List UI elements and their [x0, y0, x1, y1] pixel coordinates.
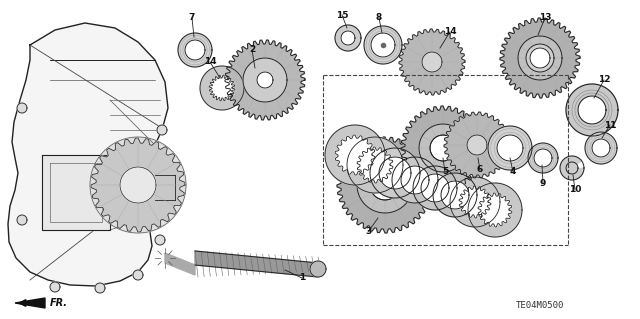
Text: 2: 2 [249, 46, 255, 55]
Polygon shape [243, 58, 287, 102]
Text: 4: 4 [510, 167, 516, 176]
Polygon shape [42, 155, 110, 230]
Polygon shape [195, 251, 318, 277]
Polygon shape [534, 149, 552, 167]
Polygon shape [444, 112, 510, 178]
Text: 13: 13 [539, 13, 551, 23]
Text: 6: 6 [477, 166, 483, 174]
Text: FR.: FR. [50, 298, 68, 308]
Circle shape [133, 270, 143, 280]
Polygon shape [530, 48, 550, 68]
Polygon shape [585, 132, 617, 164]
Polygon shape [528, 143, 558, 173]
Polygon shape [209, 75, 235, 101]
Polygon shape [577, 161, 586, 167]
Polygon shape [8, 23, 168, 286]
Text: 14: 14 [204, 57, 216, 66]
Polygon shape [421, 174, 449, 202]
Polygon shape [488, 126, 532, 170]
Text: 15: 15 [336, 11, 348, 19]
Text: 11: 11 [604, 121, 616, 130]
Text: 7: 7 [189, 13, 195, 23]
Polygon shape [413, 166, 457, 210]
Polygon shape [370, 148, 420, 198]
Polygon shape [310, 261, 326, 277]
Circle shape [50, 282, 60, 292]
Text: 1: 1 [299, 273, 305, 283]
Polygon shape [257, 72, 273, 88]
Polygon shape [370, 170, 400, 200]
Circle shape [157, 125, 167, 135]
Polygon shape [341, 31, 355, 45]
Polygon shape [467, 135, 487, 155]
Polygon shape [430, 135, 456, 161]
Polygon shape [200, 66, 244, 110]
Polygon shape [357, 157, 413, 213]
Text: 3: 3 [365, 227, 371, 236]
Polygon shape [526, 44, 554, 72]
Text: 12: 12 [598, 76, 611, 85]
Polygon shape [401, 166, 429, 194]
Polygon shape [478, 193, 512, 227]
Polygon shape [459, 186, 491, 218]
Text: TE04M0500: TE04M0500 [516, 301, 564, 310]
Polygon shape [155, 175, 175, 200]
Text: 8: 8 [376, 13, 382, 23]
Polygon shape [468, 183, 522, 237]
Circle shape [17, 215, 27, 225]
Text: 9: 9 [540, 179, 546, 188]
Polygon shape [379, 157, 411, 189]
Polygon shape [518, 36, 562, 80]
Polygon shape [371, 33, 395, 57]
Polygon shape [364, 26, 402, 64]
Polygon shape [185, 40, 205, 60]
Polygon shape [335, 25, 361, 51]
Circle shape [95, 283, 105, 293]
Polygon shape [392, 157, 438, 203]
Polygon shape [433, 173, 477, 217]
Polygon shape [401, 106, 485, 190]
Polygon shape [419, 124, 467, 172]
Polygon shape [500, 18, 580, 98]
Polygon shape [441, 181, 469, 209]
Polygon shape [15, 298, 45, 308]
Text: 10: 10 [569, 186, 581, 195]
Polygon shape [578, 96, 606, 124]
Polygon shape [566, 84, 618, 136]
Polygon shape [178, 33, 212, 67]
Circle shape [17, 103, 27, 113]
Polygon shape [90, 137, 186, 233]
Polygon shape [91, 138, 185, 232]
Polygon shape [225, 40, 305, 120]
Polygon shape [335, 135, 375, 175]
Polygon shape [325, 125, 385, 185]
Polygon shape [497, 135, 523, 161]
Polygon shape [422, 52, 442, 72]
Text: 14: 14 [444, 27, 456, 36]
Polygon shape [253, 68, 277, 92]
Polygon shape [357, 147, 393, 183]
Polygon shape [337, 137, 433, 233]
Polygon shape [370, 170, 400, 200]
Polygon shape [430, 135, 456, 161]
Polygon shape [399, 29, 465, 95]
Polygon shape [560, 156, 584, 180]
Text: 5: 5 [442, 167, 448, 176]
Circle shape [155, 235, 165, 245]
Polygon shape [450, 177, 500, 227]
Polygon shape [592, 139, 610, 157]
Polygon shape [347, 137, 403, 193]
Polygon shape [120, 167, 156, 203]
Polygon shape [165, 253, 195, 275]
